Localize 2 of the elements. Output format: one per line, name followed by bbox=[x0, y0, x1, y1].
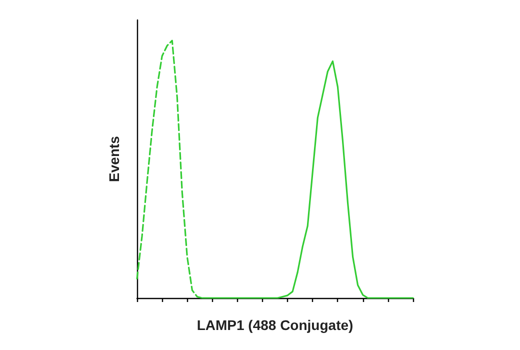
y-axis-title: Events bbox=[106, 136, 122, 182]
x-axis-title: LAMP1 (488 Conjugate) bbox=[196, 317, 354, 333]
